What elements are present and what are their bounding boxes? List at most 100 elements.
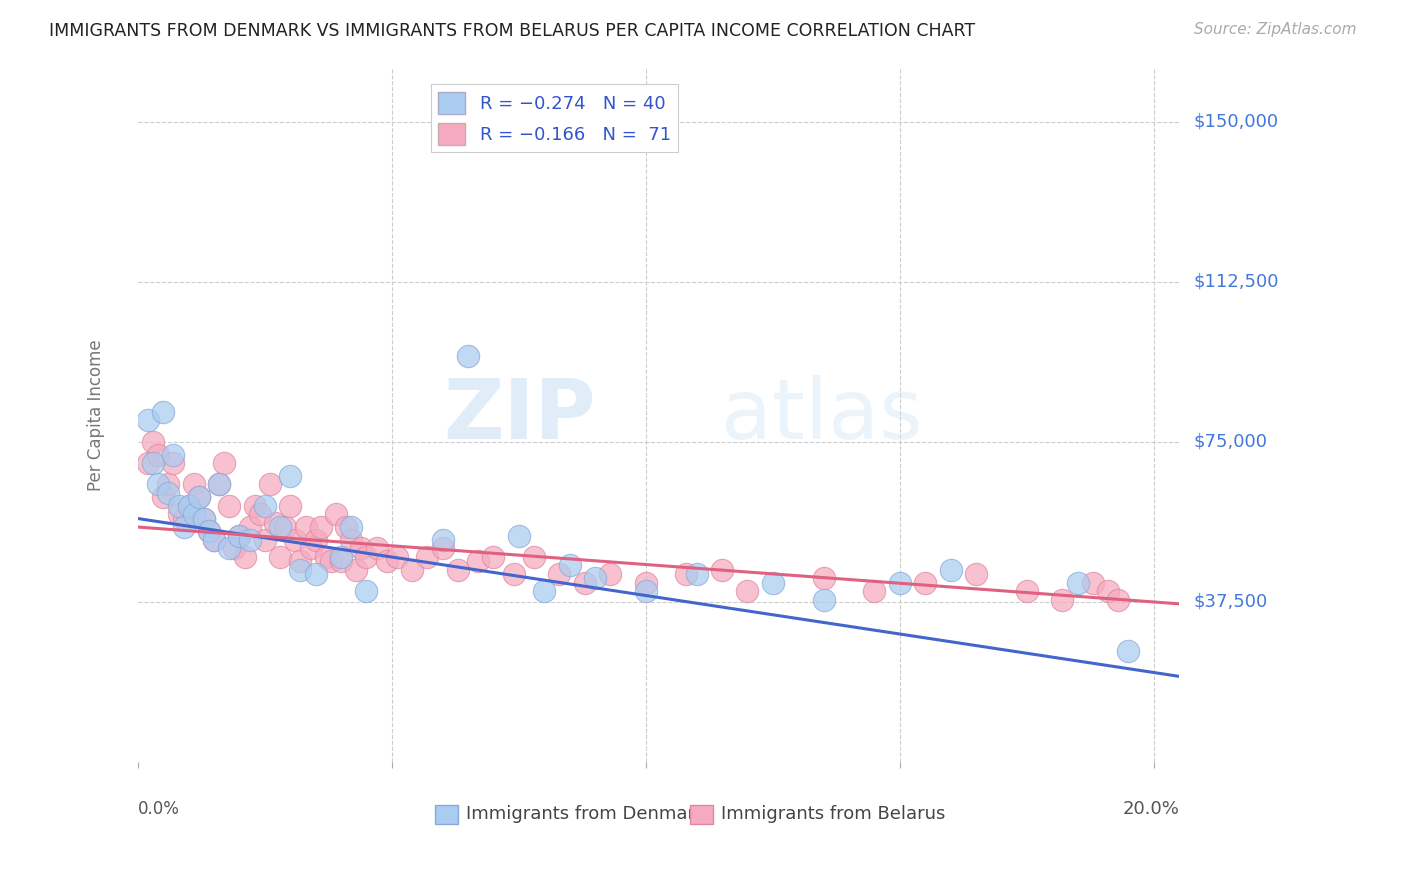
Point <box>136 413 159 427</box>
Point <box>634 575 657 590</box>
Point <box>152 490 174 504</box>
Text: Source: ZipAtlas.com: Source: ZipAtlas.com <box>1194 22 1357 37</box>
Point <box>533 584 555 599</box>
Text: Immigrants from Denmark: Immigrants from Denmark <box>465 805 706 822</box>
Text: atlas: atlas <box>721 375 922 456</box>
Point <box>325 508 347 522</box>
Point <box>157 486 180 500</box>
Point <box>634 584 657 599</box>
Point <box>202 533 225 547</box>
Point <box>193 511 215 525</box>
Point <box>187 490 209 504</box>
Point <box>863 584 886 599</box>
Point <box>183 477 205 491</box>
Point <box>228 528 250 542</box>
Point <box>177 499 200 513</box>
Point <box>173 520 195 534</box>
Point <box>162 448 184 462</box>
Point <box>249 508 271 522</box>
Point <box>401 563 423 577</box>
Point <box>319 554 342 568</box>
Point <box>762 575 785 590</box>
Point <box>218 499 240 513</box>
FancyBboxPatch shape <box>434 805 457 824</box>
Point <box>243 499 266 513</box>
Text: $75,000: $75,000 <box>1194 433 1267 450</box>
Point <box>167 499 190 513</box>
Point <box>350 541 373 556</box>
Point <box>356 549 378 564</box>
Point <box>523 549 546 564</box>
Text: 20.0%: 20.0% <box>1122 800 1180 818</box>
Text: Immigrants from Belarus: Immigrants from Belarus <box>721 805 945 822</box>
Point <box>269 549 291 564</box>
Point <box>148 477 170 491</box>
Point <box>340 533 363 547</box>
Point <box>253 533 276 547</box>
Point <box>228 528 250 542</box>
Point <box>1052 592 1074 607</box>
Text: $37,500: $37,500 <box>1194 592 1267 611</box>
Point <box>432 541 454 556</box>
Point <box>218 541 240 556</box>
Point <box>1097 584 1119 599</box>
Legend: R = −0.274   N = 40, R = −0.166   N =  71: R = −0.274 N = 40, R = −0.166 N = 71 <box>430 85 678 152</box>
Point <box>136 456 159 470</box>
Text: Per Capita Income: Per Capita Income <box>87 339 105 491</box>
Point <box>675 566 697 581</box>
Text: 0.0%: 0.0% <box>138 800 180 818</box>
Point <box>432 533 454 547</box>
Point <box>558 558 581 573</box>
Point <box>965 566 987 581</box>
Point <box>508 528 530 542</box>
Point <box>305 566 328 581</box>
Point <box>457 350 479 364</box>
Point <box>290 563 312 577</box>
Point <box>335 520 357 534</box>
Point <box>330 549 353 564</box>
Point <box>152 405 174 419</box>
Point <box>233 549 256 564</box>
Point <box>208 477 231 491</box>
Point <box>264 516 287 530</box>
Text: ZIP: ZIP <box>443 375 596 456</box>
Point <box>290 554 312 568</box>
Point <box>299 541 322 556</box>
Point <box>548 566 571 581</box>
Point <box>416 549 439 564</box>
Point <box>583 571 606 585</box>
Point <box>340 520 363 534</box>
Point <box>482 549 505 564</box>
Point <box>330 554 353 568</box>
Text: $150,000: $150,000 <box>1194 113 1278 131</box>
Point <box>574 575 596 590</box>
Point <box>711 563 734 577</box>
Point <box>198 524 221 539</box>
Point <box>385 549 408 564</box>
Point <box>685 566 707 581</box>
Point <box>224 541 246 556</box>
Point <box>259 477 281 491</box>
Point <box>142 456 165 470</box>
Point <box>502 566 524 581</box>
Point <box>278 499 301 513</box>
Point <box>813 571 835 585</box>
Text: IMMIGRANTS FROM DENMARK VS IMMIGRANTS FROM BELARUS PER CAPITA INCOME CORRELATION: IMMIGRANTS FROM DENMARK VS IMMIGRANTS FR… <box>49 22 976 40</box>
Point <box>467 554 489 568</box>
Point <box>142 434 165 449</box>
FancyBboxPatch shape <box>690 805 713 824</box>
Point <box>356 584 378 599</box>
Point <box>239 520 262 534</box>
Point <box>1015 584 1038 599</box>
Point <box>914 575 936 590</box>
Point <box>737 584 759 599</box>
Point <box>157 477 180 491</box>
Point <box>309 520 332 534</box>
Point <box>284 533 307 547</box>
Point <box>148 448 170 462</box>
Point <box>1066 575 1088 590</box>
Point <box>1107 592 1129 607</box>
Point <box>939 563 962 577</box>
Point <box>447 563 470 577</box>
Point <box>599 566 621 581</box>
